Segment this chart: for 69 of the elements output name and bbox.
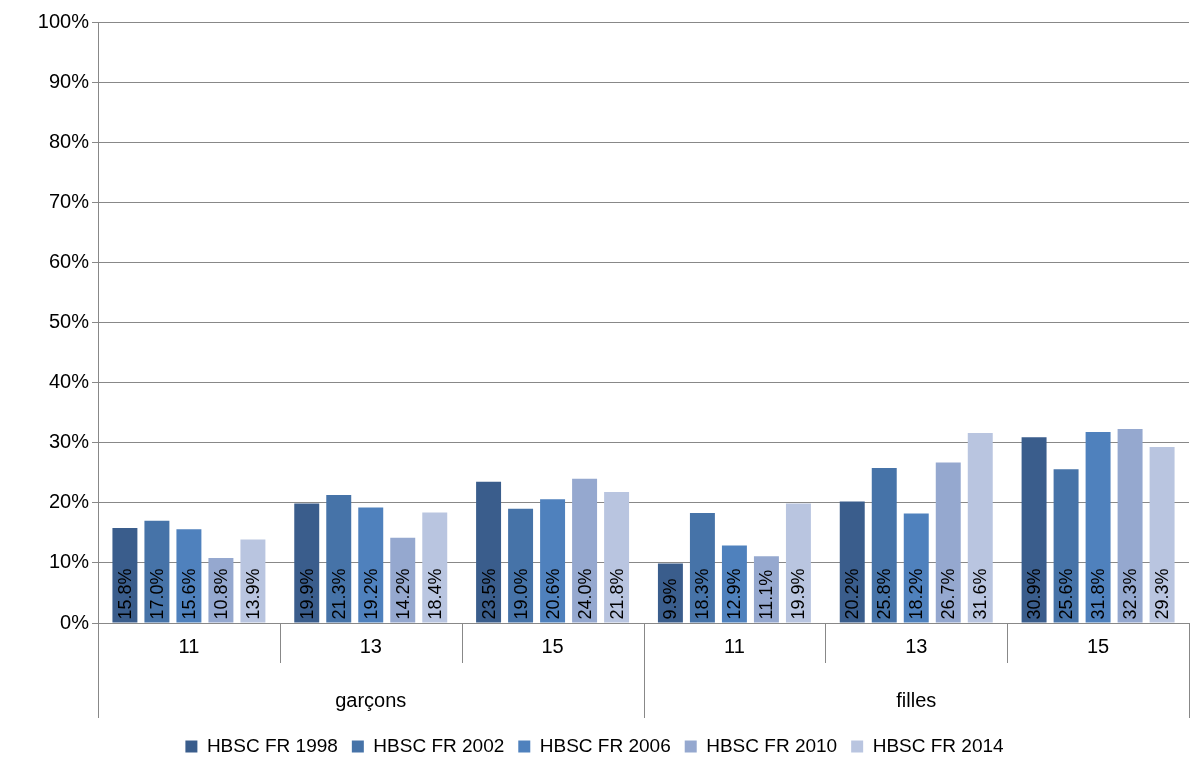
data-label: 20.2% [842, 568, 863, 620]
data-label: 18.2% [906, 568, 927, 620]
data-label: 19.9% [296, 568, 317, 620]
data-label: 14.2% [392, 568, 413, 620]
data-label: 18.4% [424, 568, 445, 620]
data-label: 15.6% [178, 568, 199, 620]
y-tick-label: 30% [48, 430, 90, 453]
data-label: 11.1% [756, 569, 777, 620]
data-label: 19.2% [360, 568, 381, 620]
bar [871, 467, 897, 623]
bar [1149, 446, 1175, 623]
text: garçons [335, 688, 407, 711]
data-label: 32.3% [1120, 568, 1141, 620]
y-tick-label: 20% [48, 490, 90, 513]
y-tick-label: 80% [48, 129, 90, 152]
data-label: 31.8% [1088, 568, 1109, 620]
data-label: 15.8% [114, 568, 135, 620]
y-tick-label: 0% [60, 610, 90, 633]
data-label: 29.3% [1152, 568, 1173, 620]
data-label: 13.9% [242, 568, 263, 620]
data-label: 12.9% [724, 568, 745, 620]
data-label: 9.9% [660, 578, 681, 620]
data-label: 25.8% [874, 568, 895, 620]
x-tick-label: 11 [724, 634, 745, 657]
bar [1117, 428, 1143, 623]
text: filles [896, 688, 937, 711]
bar [476, 481, 502, 623]
bar [540, 499, 566, 623]
data-label: 23.5% [478, 568, 499, 620]
legend-label: HBSC FR 2002 [373, 734, 505, 756]
bar [1085, 431, 1111, 623]
bar [604, 491, 630, 623]
bar [294, 503, 320, 623]
data-label: 31.6% [970, 568, 991, 620]
y-tick-label: 90% [48, 69, 90, 92]
bar [326, 494, 352, 623]
data-label: 24.0% [574, 568, 595, 620]
legend-label: HBSC FR 2010 [706, 734, 838, 756]
data-label: 25.6% [1056, 568, 1077, 620]
y-tick-label: 60% [48, 249, 90, 272]
bar [967, 433, 993, 623]
bar [785, 503, 811, 623]
x-tick-label: 15 [1086, 634, 1110, 657]
x-tick-label: 11 [178, 634, 200, 657]
x-tick-label: 13 [905, 634, 928, 657]
data-label: 19.9% [788, 568, 809, 620]
data-label: 30.9% [1024, 568, 1045, 620]
data-label: 20.6% [542, 568, 563, 620]
x-tick-label: 15 [541, 634, 564, 657]
y-tick-label: 10% [48, 550, 90, 573]
y-tick-label: 100% [37, 9, 90, 32]
data-label: 17.0% [146, 568, 167, 620]
y-tick-label: 40% [48, 370, 90, 393]
x-tick-label: 13 [359, 634, 382, 657]
y-tick-label: 70% [48, 189, 90, 212]
data-label: 19.0% [510, 568, 531, 620]
y-tick-label: 50% [48, 310, 90, 333]
bar [1053, 469, 1079, 623]
bar [1021, 437, 1047, 623]
data-label: 10.8% [210, 568, 231, 620]
data-label: 21.8% [606, 568, 627, 620]
bar [935, 462, 961, 623]
bar [572, 478, 598, 623]
legend-label: HBSC FR 2014 [872, 734, 1005, 756]
data-label: 26.7% [938, 568, 959, 620]
data-label: 21.3% [328, 568, 349, 620]
legend-label: HBSC FR 1998 [206, 734, 338, 756]
legend-label: HBSC FR 2006 [539, 734, 671, 756]
data-label: 18.3% [692, 568, 713, 620]
